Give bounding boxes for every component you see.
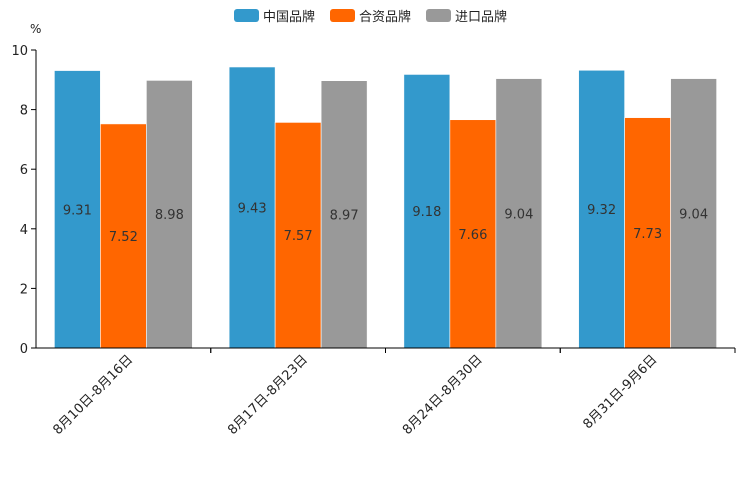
bar [320, 80, 368, 349]
bars: 9.31 7.52 8.98 9.43 7.57 8.97 9.18 7.66 9.04 9.32… [54, 66, 717, 349]
y-tick-label: 0 [20, 342, 28, 357]
x-axis: 8月10日-8月16日 8月17日-8月23日 8月24日-8月30日 8月31日-9… [36, 347, 736, 438]
bar-value-label: 9.31 [63, 203, 92, 218]
legend-item: 中国品牌 [234, 9, 315, 25]
bar-value-label: 8.97 [330, 208, 359, 223]
y-tick-label: 10 [11, 44, 28, 59]
legend-label: 进口品牌 [455, 9, 507, 25]
bar-value-label: 9.04 [504, 207, 533, 222]
bar-value-label: 9.43 [238, 201, 267, 216]
y-tick-label: 6 [20, 163, 28, 178]
x-tick-label: 8月17日-8月23日 [225, 352, 311, 438]
y-tick-label: 8 [20, 104, 28, 119]
bar [495, 78, 543, 349]
bar-value-label: 9.04 [679, 207, 708, 222]
legend-item: 合资品牌 [330, 9, 411, 25]
legend-label: 中国品牌 [263, 9, 315, 25]
bar [578, 69, 625, 349]
legend-label: 合资品牌 [359, 9, 411, 25]
legend-swatch [330, 9, 355, 22]
bar [228, 66, 276, 349]
legend: 中国品牌 合资品牌 进口品牌 [234, 9, 507, 25]
bar [274, 122, 322, 349]
bar-value-label: 8.98 [155, 208, 184, 223]
legend-item: 进口品牌 [426, 9, 507, 25]
y-tick-label: 4 [20, 223, 28, 238]
bar [449, 119, 497, 349]
bar [403, 74, 451, 349]
bar-value-label: 9.32 [587, 203, 616, 218]
y-axis-unit: % [30, 22, 41, 36]
bar [146, 80, 193, 349]
x-tick-label: 8月10日-8月16日 [50, 352, 136, 438]
bar-value-label: 9.18 [412, 205, 441, 220]
bar [670, 78, 717, 349]
x-tick-label: 8月31日-9月6日 [581, 352, 661, 432]
y-tick-label: 2 [20, 282, 28, 297]
legend-swatch [426, 9, 451, 22]
bar-value-label: 7.66 [458, 228, 487, 243]
legend-swatch [234, 9, 259, 22]
y-axis: 0 2 4 6 8 10 [11, 44, 37, 357]
bar [624, 117, 671, 349]
bar-value-label: 7.52 [109, 230, 138, 245]
bar-value-label: 7.57 [284, 229, 313, 244]
bar-value-label: 7.73 [633, 227, 662, 242]
x-tick-label: 8月24日-8月30日 [400, 352, 486, 438]
bar [100, 123, 147, 349]
